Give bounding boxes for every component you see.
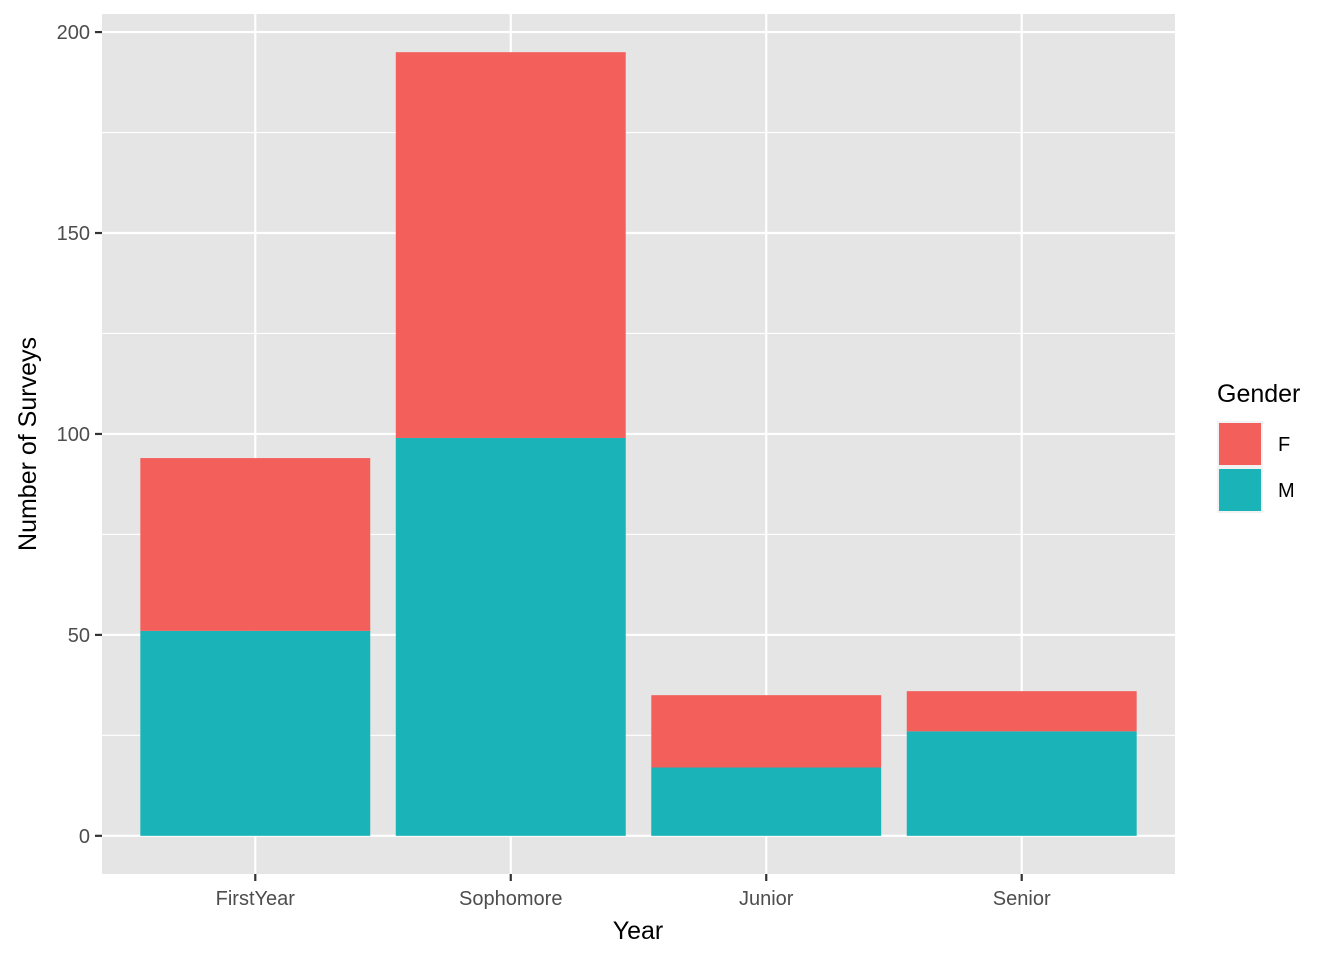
x-tick-label: Junior — [739, 888, 794, 910]
bar-junior-f — [651, 695, 882, 768]
x-tick-label: Sophomore — [459, 888, 562, 910]
bar-sophomore-m — [395, 437, 626, 836]
legend: Gender F M — [1217, 380, 1300, 513]
y-tick-label: 150 — [57, 223, 90, 245]
x-tick-label: FirstYear — [216, 888, 296, 910]
bar-senior-m — [906, 731, 1137, 836]
legend-swatch-m — [1219, 469, 1261, 511]
y-axis-title: Number of Surveys — [14, 337, 42, 551]
legend-label-f: F — [1278, 434, 1290, 456]
legend-label-m: M — [1278, 480, 1295, 502]
x-axis: FirstYear Sophomore Junior Senior — [216, 874, 1051, 910]
y-axis: 0 50 100 150 200 — [57, 22, 102, 848]
legend-title: Gender — [1217, 380, 1300, 408]
bars — [140, 52, 1137, 836]
y-tick-label: 100 — [57, 424, 90, 446]
bar-firstyear-m — [140, 630, 371, 836]
bar-senior-f — [906, 691, 1137, 732]
y-tick-label: 200 — [57, 22, 90, 44]
x-tick-label: Senior — [993, 888, 1051, 910]
bar-junior-m — [651, 767, 882, 836]
y-tick-label: 50 — [68, 625, 90, 647]
legend-swatch-f — [1219, 423, 1261, 465]
y-tick-label: 0 — [79, 826, 90, 848]
bar-sophomore-f — [395, 52, 626, 438]
bar-firstyear-f — [140, 458, 371, 631]
x-axis-title: Year — [613, 917, 664, 945]
